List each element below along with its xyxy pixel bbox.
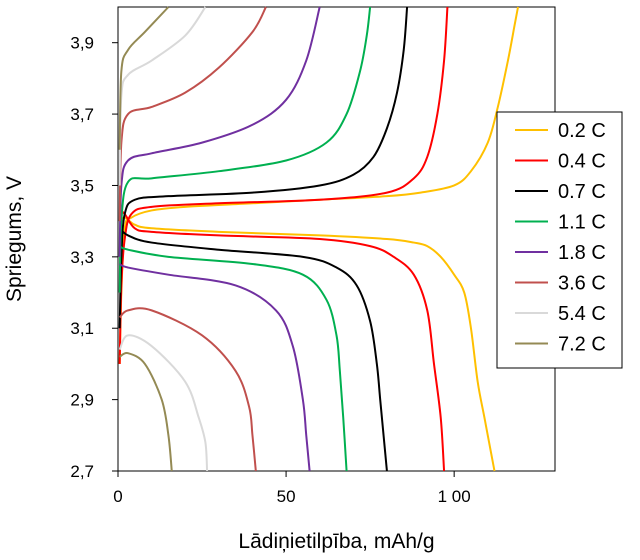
discharge-curve [119,245,348,472]
series-7-2-C [118,6,173,472]
y-tick-label: 3,5 [70,176,94,195]
discharge-curve [119,352,173,472]
series-group [118,6,520,472]
legend-item: 1.1 C [515,212,606,234]
discharge-curve [119,263,311,472]
legend-item: 7.2 C [515,334,606,356]
x-tick-label: 1 00 [438,487,471,506]
legend-label: 0.2 C [558,120,606,142]
legend-label: 7.2 C [558,334,606,356]
legend-label: 0.7 C [558,181,606,203]
discharge-curve [118,216,496,472]
series-3-6-C [118,6,267,472]
series-5-4-C [118,6,209,472]
y-tick-label: 3,9 [70,34,94,53]
plot-area [117,6,556,472]
y-tick-label: 3,7 [70,105,94,124]
legend-item: 5.4 C [515,303,606,325]
series-1-1-C [118,6,372,472]
discharge-curve [118,227,388,472]
legend-item: 0.7 C [515,181,606,203]
discharge-curve [118,334,209,472]
y-tick-label: 2,7 [70,462,94,481]
charge-curve [118,6,409,329]
y-tick-label: 3,1 [70,319,94,338]
y-axis: 2,7 2,9 3,1 3,3 3,5 3,7 3,9 [70,34,118,481]
legend-label: 0.4 C [558,151,606,173]
charge-curve [118,6,372,293]
legend: 0.2 C 0.4 C 0.7 C 1.1 C 1.8 C 3.6 C 5.4 C 7.2 C [496,111,623,369]
legend-label: 3.6 C [558,273,606,295]
legend-item: 0.4 C [515,151,606,173]
y-tick-label: 3,3 [70,248,94,267]
charge-curve [118,6,267,222]
charge-curve [118,6,207,186]
series-0-7-C [118,6,409,472]
x-tick-label: 0 [113,487,122,506]
series-0-4-C [118,6,449,472]
charge-curve [118,6,170,150]
plot-frame [117,6,556,472]
legend-item: 1.8 C [515,242,606,264]
charge-curve [118,6,321,257]
legend-item: 3.6 C [515,273,606,295]
legend-box [496,111,623,369]
y-axis-title: Spriegums, V [3,176,26,302]
legend-item: 0.2 C [515,120,606,142]
discharge-curve [119,209,446,472]
discharge-curve [118,307,257,472]
y-tick-label: 2,9 [70,391,94,410]
x-tick-label: 50 [277,487,296,506]
x-axis: 0 50 1 00 [113,471,471,506]
legend-label: 1.8 C [558,242,606,264]
charge-curve [118,6,449,364]
legend-label: 5.4 C [558,303,606,325]
x-axis-title: Lādiņietilpība, mAh/g [238,530,434,553]
series-1-8-C [118,6,321,472]
legend-label: 1.1 C [558,212,606,234]
